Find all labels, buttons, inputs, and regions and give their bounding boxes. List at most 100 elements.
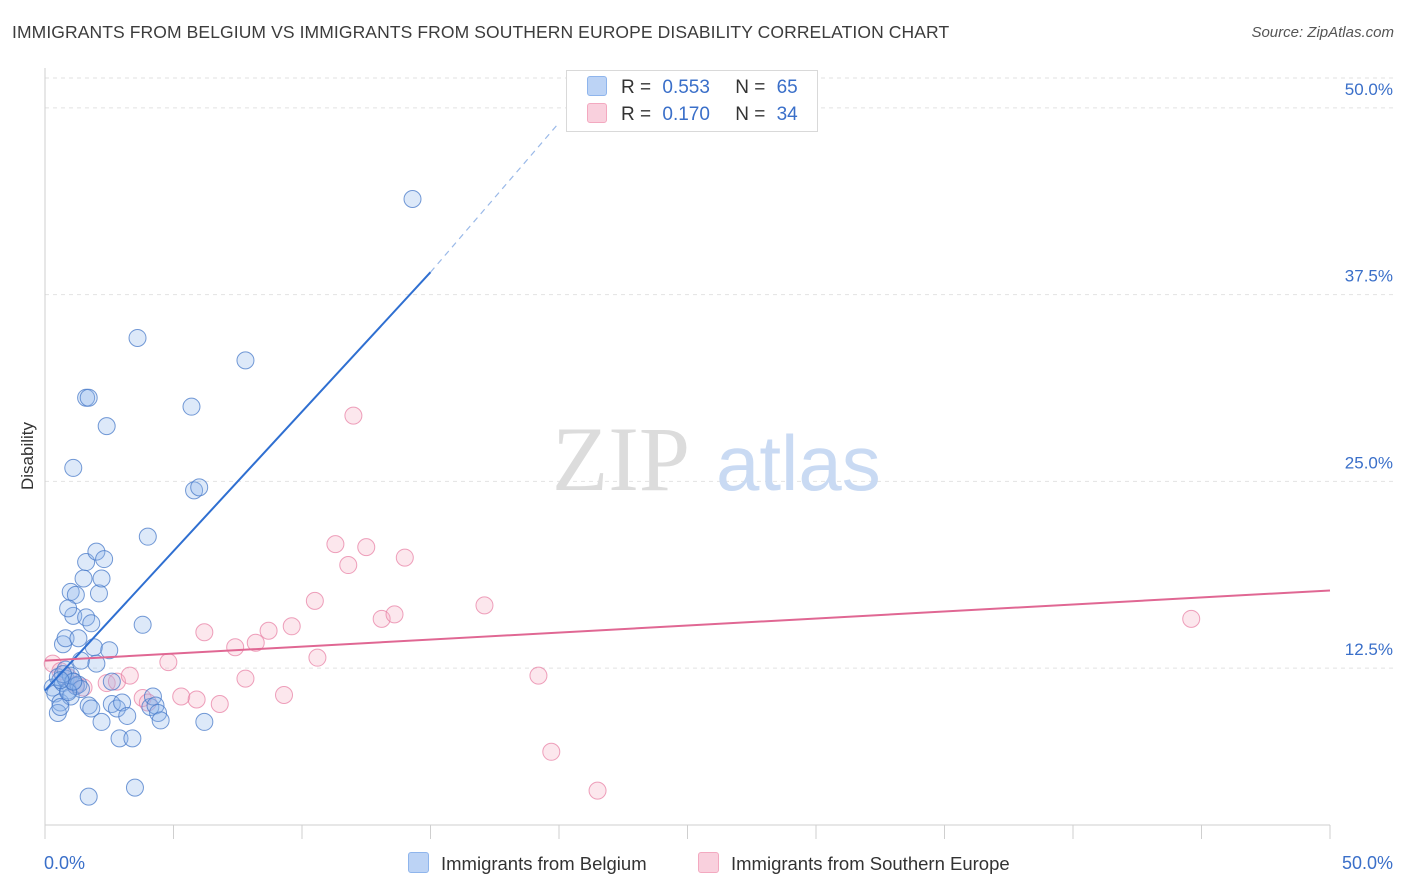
legend-swatch-southern xyxy=(698,852,719,873)
data-point-belgium xyxy=(79,696,98,715)
data-point-belgium xyxy=(64,672,83,691)
n-value-belgium: 65 xyxy=(776,77,798,98)
data-point-belgium xyxy=(102,672,121,691)
n-label: N = xyxy=(735,104,766,125)
grid-lines xyxy=(45,77,1395,669)
data-point-southern-europe xyxy=(236,669,255,688)
data-point-southern-europe xyxy=(344,406,363,425)
legend-swatch-belgium xyxy=(408,852,429,873)
data-point-belgium xyxy=(66,585,85,604)
data-point-belgium xyxy=(151,711,170,730)
legend-swatch-belgium xyxy=(587,76,607,96)
data-point-belgium xyxy=(84,638,103,657)
data-point-southern-europe xyxy=(187,690,206,709)
y-tick-label: 37.5% xyxy=(1345,267,1393,286)
y-tick-label: 50.0% xyxy=(1345,80,1393,99)
data-point-belgium xyxy=(195,712,214,731)
correlation-legend: R = 0.553 N = 65 R = 0.170 N = 34 xyxy=(566,70,818,132)
data-point-southern-europe xyxy=(1182,609,1201,628)
data-point-belgium xyxy=(74,569,93,588)
data-point-southern-europe xyxy=(195,623,214,642)
legend-swatch-southern xyxy=(587,103,607,123)
r-label: R = xyxy=(621,77,652,98)
watermark-zip: ZIP xyxy=(552,408,690,510)
data-point-belgium xyxy=(182,397,201,416)
x-tick-label-min: 0.0% xyxy=(44,853,85,873)
data-point-belgium xyxy=(59,599,78,618)
data-point-belgium xyxy=(79,787,98,806)
data-point-belgium xyxy=(56,629,75,648)
data-point-belgium xyxy=(123,729,142,748)
x-tick-label-max: 50.0% xyxy=(1342,853,1393,873)
data-point-southern-europe xyxy=(475,596,494,615)
data-point-belgium xyxy=(92,569,111,588)
chart-title: IMMIGRANTS FROM BELGIUM VS IMMIGRANTS FR… xyxy=(12,22,950,42)
legend-item-belgium: Immigrants from Belgium xyxy=(408,852,647,875)
legend-row-belgium: R = 0.553 N = 65 xyxy=(587,76,798,100)
data-point-belgium xyxy=(110,729,129,748)
data-point-belgium xyxy=(118,706,137,725)
watermark-atlas: atlas xyxy=(716,419,881,507)
data-point-southern-europe xyxy=(542,742,561,761)
data-point-belgium xyxy=(403,190,422,209)
data-point-belgium xyxy=(89,584,108,603)
r-value-southern: 0.170 xyxy=(662,104,710,125)
data-point-belgium xyxy=(69,629,88,648)
trend-line-southern-europe xyxy=(44,589,1331,662)
r-label: R = xyxy=(621,104,652,125)
data-point-southern-europe xyxy=(395,548,414,567)
data-point-belgium xyxy=(133,615,152,634)
data-point-southern-europe xyxy=(339,556,358,575)
data-point-belgium xyxy=(100,641,119,660)
trend-lines xyxy=(44,122,1331,692)
y-tick-label: 12.5% xyxy=(1345,640,1393,659)
data-point-belgium xyxy=(79,388,98,407)
trend-line-belgium-extension xyxy=(430,122,560,273)
data-point-belgium xyxy=(82,614,101,633)
data-point-southern-europe xyxy=(305,591,324,610)
data-point-southern-europe xyxy=(385,605,404,624)
data-point-belgium xyxy=(87,542,106,561)
data-point-belgium xyxy=(64,458,83,477)
data-point-southern-europe xyxy=(308,648,327,667)
data-point-belgium xyxy=(71,651,90,670)
data-point-belgium xyxy=(77,608,96,627)
data-point-belgium xyxy=(97,417,116,436)
data-point-belgium xyxy=(87,654,106,673)
y-axis-label: Disability xyxy=(18,421,37,491)
data-point-southern-europe xyxy=(210,694,229,713)
data-point-southern-europe xyxy=(588,781,607,800)
trend-line-belgium xyxy=(44,271,432,692)
data-point-southern-europe xyxy=(529,666,548,685)
data-point-southern-europe xyxy=(282,617,301,636)
data-point-belgium xyxy=(95,550,114,569)
legend-label-belgium: Immigrants from Belgium xyxy=(441,853,647,874)
legend-row-southern: R = 0.170 N = 34 xyxy=(587,103,798,127)
watermark: ZIP atlas xyxy=(552,408,881,510)
data-point-southern-europe xyxy=(259,621,278,640)
data-point-belgium xyxy=(128,328,147,347)
data-point-belgium xyxy=(190,478,209,497)
data-point-southern-europe xyxy=(246,633,265,652)
series-legend: Immigrants from Belgium Immigrants from … xyxy=(0,852,1406,878)
data-point-belgium xyxy=(92,712,111,731)
data-point-belgium xyxy=(107,699,126,718)
data-point-belgium xyxy=(51,671,70,690)
data-point-belgium xyxy=(149,703,168,722)
data-point-belgium xyxy=(185,481,204,500)
data-point-southern-europe xyxy=(357,538,376,557)
axes xyxy=(44,68,1331,839)
data-point-belgium xyxy=(113,693,132,712)
legend-label-southern: Immigrants from Southern Europe xyxy=(731,853,1010,874)
data-point-belgium xyxy=(236,351,255,370)
tick-labels: 12.5% 25.0% 37.5% 50.0% 0.0% 50.0% xyxy=(44,80,1393,873)
data-point-southern-europe xyxy=(326,535,345,554)
legend-item-southern: Immigrants from Southern Europe xyxy=(698,852,1010,875)
data-point-southern-europe xyxy=(226,638,245,657)
n-value-southern: 34 xyxy=(776,104,798,125)
y-tick-label: 25.0% xyxy=(1345,453,1393,472)
data-point-southern-europe xyxy=(159,653,178,672)
data-point-southern-europe xyxy=(172,687,191,706)
data-point-southern-europe xyxy=(120,666,139,685)
